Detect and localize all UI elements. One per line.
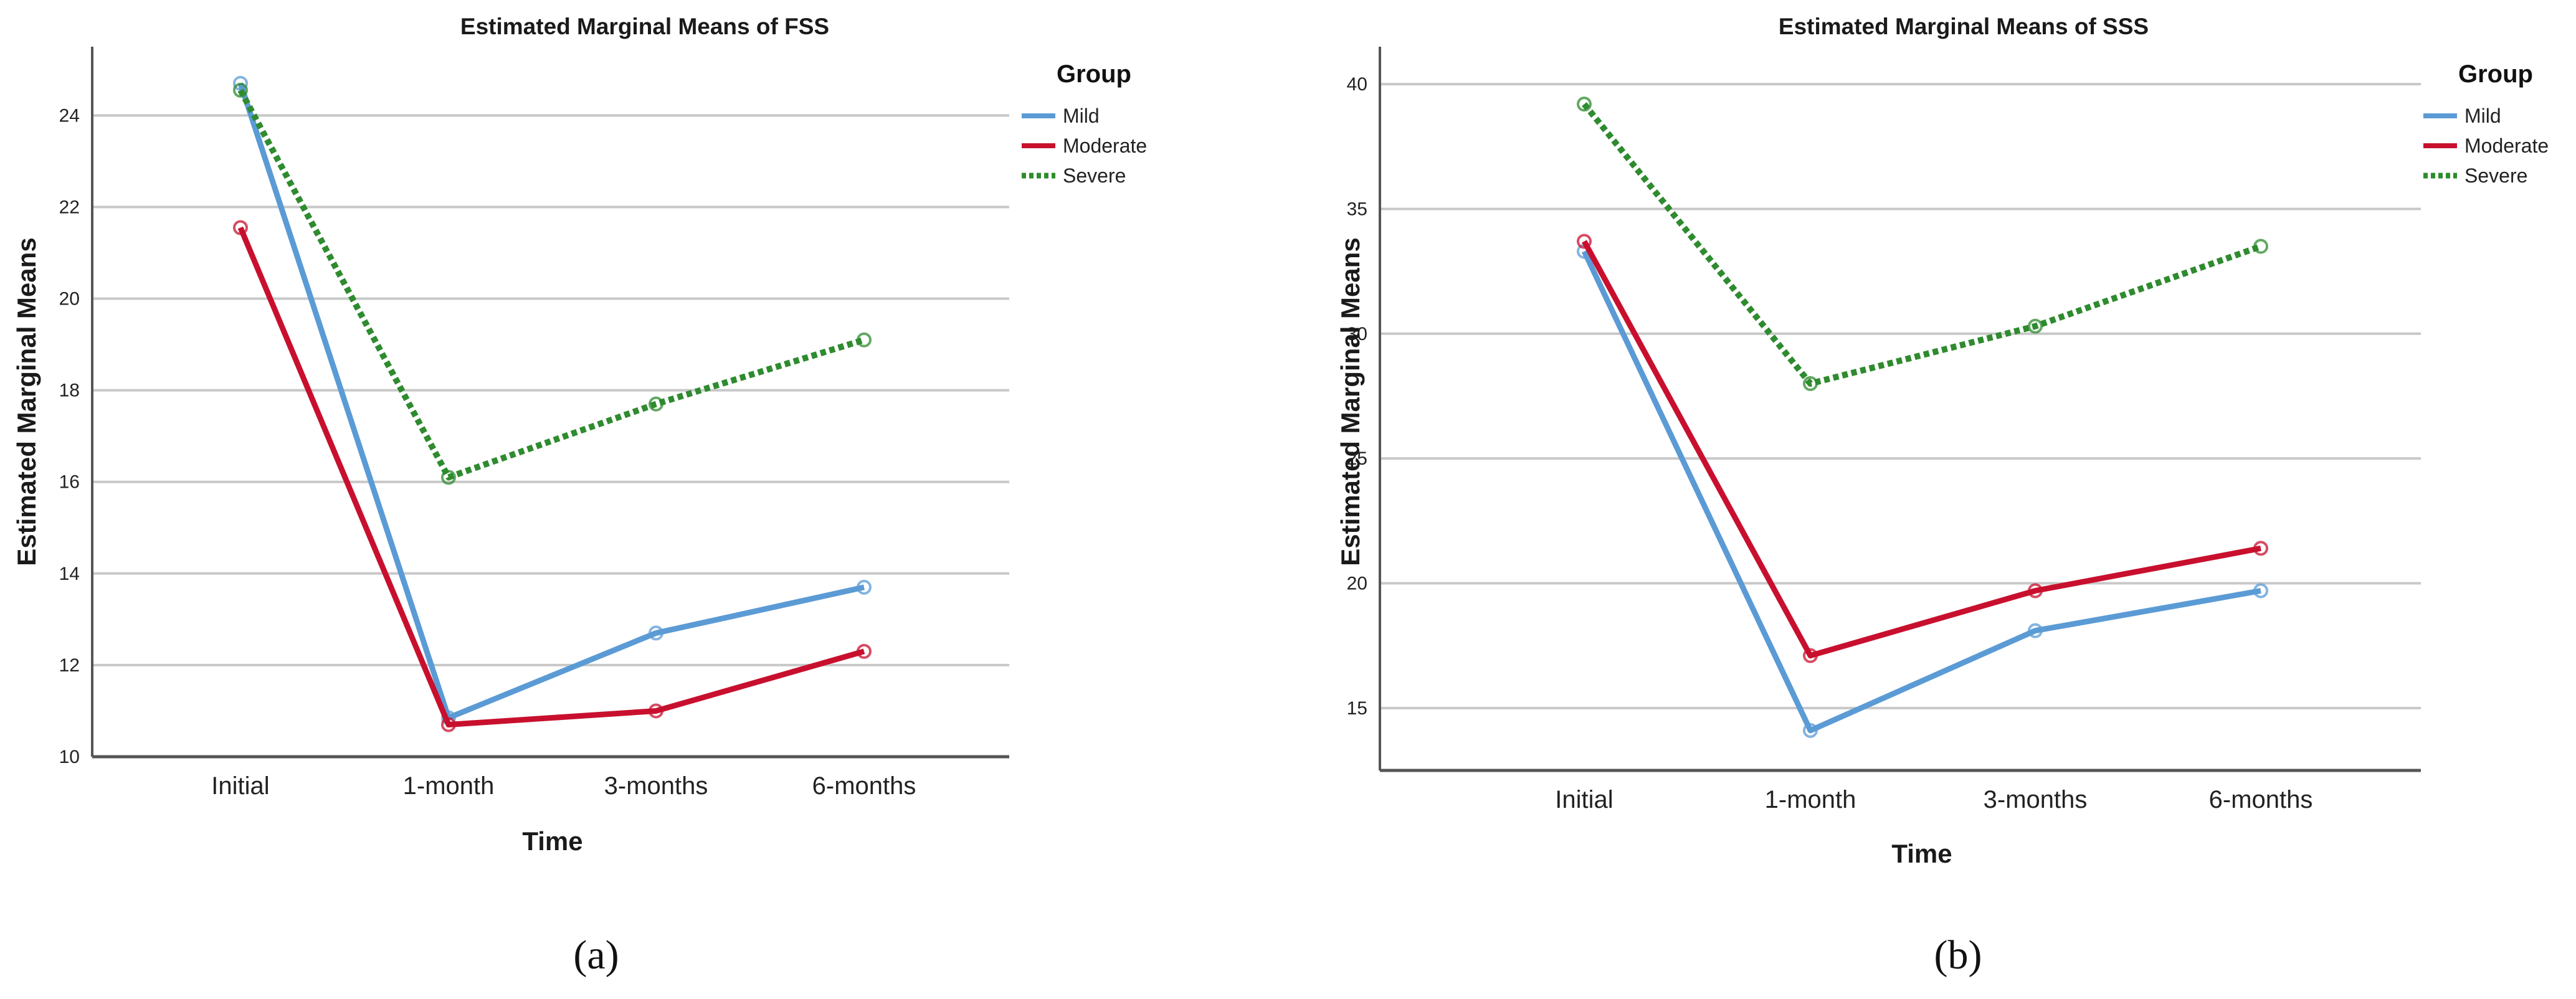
legend-label-moderate: Moderate [1063,135,1147,157]
x-tick-label: 1-month [403,772,495,800]
data-point-severe [2028,318,2043,334]
chart-2: 15 20 25 30 35 40 Initial 1-month 3-months 6-mont… [1336,14,2549,978]
x-tick-label: 3-months [604,772,708,800]
y-tick-label: 14 [59,564,80,584]
legend-title: Group [1057,60,1131,88]
y-axis-title: Estimated Marginal Means [1336,237,1365,566]
series-line-mild [1581,250,2261,734]
data-point-severe [857,332,872,348]
x-tick-label: 6-months [2209,786,2313,813]
data-point-moderate [1577,234,1592,249]
y-tick-label: 22 [59,197,80,217]
data-point-severe [649,396,663,412]
legend-label-severe: Severe [2464,164,2527,187]
y-tick-label: 18 [59,381,80,401]
legend: Group Mild Moderate Severe [2423,60,2549,187]
data-point-severe [1803,376,1818,391]
x-tick-label: Initial [1555,786,1613,813]
figure-caption: (a) [573,932,619,978]
data-point-moderate [441,717,456,732]
series-line-severe [237,88,865,481]
y-tick-label: 20 [1347,573,1367,594]
y-tick-label: 30 [1347,324,1367,344]
series-line-moderate [237,226,865,728]
y-tick-label: 10 [59,747,80,767]
data-point-severe [233,82,248,98]
x-tick-label: 3-months [1984,786,2088,813]
data-point-moderate [2028,583,2043,599]
x-axis-title: Time [522,826,582,856]
y-tick-label: 20 [59,289,80,310]
series-line-severe [1582,102,2262,387]
data-point-moderate [857,643,872,659]
y-tick-label: 40 [1347,74,1367,95]
y-tick-label: 16 [59,472,80,493]
data-point-moderate [649,703,663,719]
data-point-mild [2253,583,2268,599]
legend-label-severe: Severe [1063,164,1126,187]
y-tick-label: 15 [1347,698,1367,719]
x-tick-label: 1-month [1765,786,1856,813]
y-tick-label: 12 [59,655,80,676]
legend: Group Mild Moderate Severe [1022,60,1147,187]
series-line-moderate [1582,240,2261,659]
data-point-moderate [2253,541,2268,556]
data-point-mild [2028,623,2043,638]
x-tick-label: 6-months [812,772,916,800]
data-point-mild [649,625,663,641]
data-point-mild [1803,722,1818,738]
data-point-mild [857,579,872,595]
x-tick-label: Initial [211,772,269,800]
legend-label-mild: Mild [2464,105,2501,127]
data-point-moderate [1803,648,1818,663]
y-tick-label: 25 [1347,448,1367,469]
data-point-severe [1577,97,1592,112]
data-point-moderate [233,220,248,235]
legend-label-moderate: Moderate [2464,135,2549,157]
series-line-mild [237,82,865,721]
legend-label-mild: Mild [1063,105,1100,127]
chart-title: Estimated Marginal Means of FSS [460,14,829,39]
x-axis-title: Time [1891,839,1952,868]
legend-title: Group [2458,60,2533,88]
chart-title: Estimated Marginal Means of SSS [1779,14,2149,39]
y-tick-label: 35 [1347,199,1367,219]
figure-caption: (b) [1934,932,1982,978]
chart-1: 10 12 14 16 18 20 22 24 Initial 1-month 3-months 6-… [12,14,1147,978]
data-point-severe [2253,239,2268,254]
y-axis-title: Estimated Marginal Means [12,237,41,566]
data-point-severe [441,470,456,485]
y-tick-label: 24 [59,105,80,126]
data-point-mild [233,75,248,91]
